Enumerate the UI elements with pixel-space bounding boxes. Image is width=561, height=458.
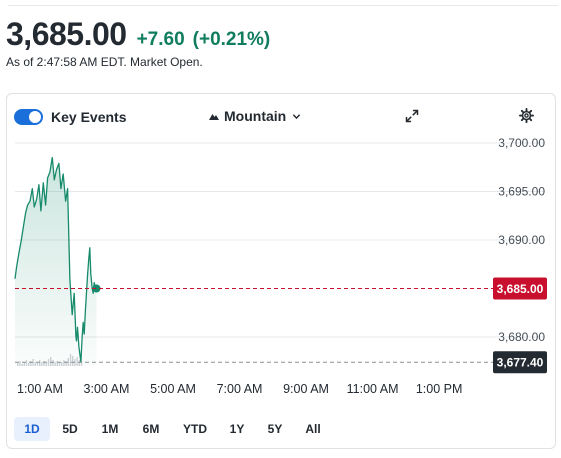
range-6m[interactable]: 6M (142, 422, 160, 436)
expand-icon[interactable] (405, 109, 419, 123)
current-price-badge-text: 3,685.00 (497, 282, 544, 296)
range-ytd[interactable]: YTD (183, 422, 207, 436)
toggle-knob (29, 111, 41, 123)
mountain-icon (209, 114, 219, 120)
key-events-label: Key Events (51, 109, 127, 125)
x-tick-label: 11:00 AM (347, 382, 399, 396)
chart-card: Key Events Mountain (6, 93, 556, 449)
x-tick-label: 9:00 AM (283, 382, 329, 396)
range-1y[interactable]: 1Y (229, 422, 245, 436)
y-tick-label: 3,690.00 (498, 233, 545, 247)
chart-gridlines (15, 142, 545, 338)
x-tick-label: 1:00 PM (416, 382, 463, 396)
price-line (14, 156, 97, 363)
y-tick-label: 3,695.00 (498, 185, 545, 199)
gear-icon[interactable] (519, 108, 534, 123)
chevron-down-icon (293, 113, 301, 119)
x-axis-labels: 1:00 AM 3:00 AM 5:00 AM 7:00 AM 9:00 AM 11:00… (17, 382, 462, 396)
range-selector: 1D 5D 1M 6M YTD 1Y 5Y All (14, 417, 332, 441)
x-tick-label: 3:00 AM (84, 382, 130, 396)
current-price-dot (92, 284, 101, 293)
price-area (14, 156, 101, 366)
range-5d[interactable]: 5D (62, 422, 78, 436)
price-change: +7.60 (136, 29, 185, 50)
key-events-toggle[interactable] (14, 109, 43, 125)
quote-header: 3,685.00 +7.60 (+0.21%) (6, 16, 270, 53)
current-price-badge-bg (493, 277, 547, 300)
x-tick-label: 7:00 AM (217, 382, 263, 396)
price-chart[interactable]: 3,700.00 3,695.00 3,690.00 3,680.00 3,685.00… (7, 94, 555, 404)
previous-close-badge-text: 3,677.40 (497, 356, 544, 370)
price-change-percent: (+0.21%) (192, 29, 271, 50)
range-5y[interactable]: 5Y (267, 422, 283, 436)
range-1m[interactable]: 1M (101, 422, 119, 436)
price: 3,685.00 (6, 16, 127, 52)
reference-lines (15, 288, 494, 363)
y-tick-label: 3,680.00 (498, 330, 545, 344)
x-tick-label: 5:00 AM (150, 382, 196, 396)
previous-close-badge-bg (493, 351, 547, 374)
area-fill (15, 157, 97, 366)
chart-toolbar: Key Events Mountain (7, 94, 555, 140)
x-tick-label: 1:00 AM (17, 382, 63, 396)
y-axis-labels: 3,700.00 3,695.00 3,690.00 3,680.00 3,685.00… (493, 136, 547, 374)
current-price-badge: 3,685.00 (493, 277, 547, 300)
y-tick-label: 3,700.00 (498, 136, 545, 150)
range-1d[interactable]: 1D (14, 417, 50, 441)
chart-type-label: Mountain (224, 108, 287, 124)
top-divider (8, 5, 558, 6)
range-all[interactable]: All (305, 422, 321, 436)
chart-type-dropdown[interactable]: Mountain (209, 108, 301, 124)
previous-close-badge: 3,677.40 (493, 351, 547, 374)
as-of-timestamp: As of 2:47:58 AM EDT. Market Open. (6, 55, 203, 69)
